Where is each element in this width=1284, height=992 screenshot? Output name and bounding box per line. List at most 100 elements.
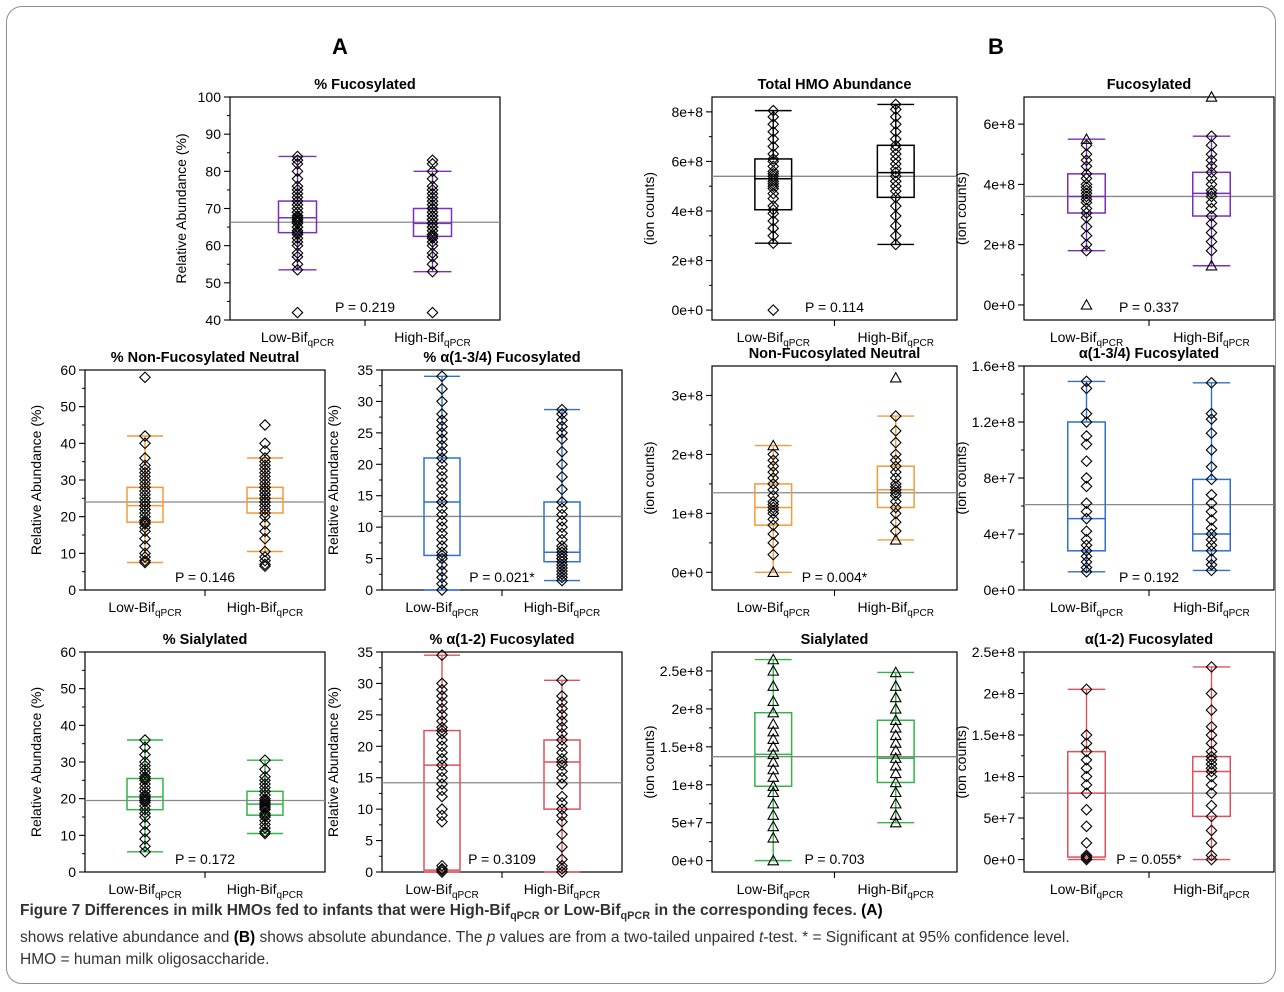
data-point: [1205, 770, 1218, 783]
data-point: [1080, 416, 1093, 428]
y-tick-label: 0e+0: [671, 564, 703, 580]
data-point: [767, 214, 780, 227]
caption-title-pre: Differences in milk HMOs fed to infants …: [84, 902, 511, 919]
data-point: [436, 784, 448, 797]
data-point: [436, 809, 448, 822]
data-point: [556, 840, 568, 853]
data-point: [767, 104, 780, 117]
data-point: [1205, 758, 1218, 771]
data-point: [436, 521, 448, 534]
data-point: [259, 754, 271, 767]
y-tick-label: 60: [205, 238, 221, 254]
data-point: [1205, 139, 1218, 152]
caption-sub-1: qPCR: [510, 910, 540, 923]
data-point: [436, 445, 448, 458]
data-point: [767, 200, 780, 213]
data-point: [139, 840, 151, 853]
data-point: [767, 148, 780, 160]
data-point: [556, 458, 568, 471]
y-axis-label: (ion counts): [953, 441, 969, 514]
box: [1067, 750, 1106, 858]
x-tick-label: Low-BifqPCR: [737, 881, 810, 901]
chart-title: % Fucosylated: [314, 77, 416, 93]
box: [1192, 171, 1231, 217]
group-1: High-BifqPCR: [1173, 660, 1250, 901]
y-tick-label: 4e+8: [983, 176, 1015, 192]
data-point: [556, 540, 568, 552]
data-point: [1205, 376, 1218, 389]
data-point: [436, 584, 448, 596]
data-point: [139, 845, 151, 858]
group-0: Low-BifqPCR: [737, 439, 810, 619]
data-point: [556, 778, 568, 790]
panel-label-b: B: [988, 34, 1004, 59]
chart-title: % α(1-2) Fucosylated: [429, 632, 574, 648]
chart-title: Total HMO Abundance: [758, 77, 912, 93]
group-1: High-BifqPCR: [227, 754, 303, 901]
data-point: [139, 516, 151, 529]
data-point: [767, 140, 780, 153]
data-point: [426, 258, 439, 271]
y-tick-label: 1e+8: [983, 769, 1015, 785]
chart-b1: Total HMO Abundance 0e+0 2e+8 4e+8 6e+8 8e+8 (…: [641, 77, 958, 349]
x-tick-label: Low-BifqPCR: [1050, 329, 1123, 349]
chart-title: Fucosylated: [1107, 77, 1192, 93]
y-tick-label: 10: [60, 827, 76, 843]
data-point: [889, 139, 902, 152]
group-0: Low-BifqPCR: [1050, 375, 1123, 619]
data-point: [889, 691, 902, 703]
y-tick-label: 20: [60, 791, 76, 807]
data-point: [767, 237, 780, 250]
data-point: [1080, 851, 1093, 864]
p-value: P = 0.004*: [802, 569, 868, 585]
data-point: [767, 725, 780, 737]
data-point: [889, 713, 902, 725]
data-point: [889, 533, 902, 545]
data-point: [291, 180, 304, 193]
data-point: [436, 864, 448, 877]
data-point: [889, 466, 902, 479]
data-point: [1080, 244, 1093, 257]
data-point: [436, 696, 448, 709]
data-point: [1080, 803, 1093, 816]
group-0: Low-BifqPCR: [405, 649, 479, 901]
y-tick-label: 5: [365, 551, 373, 567]
data-point: [767, 808, 780, 820]
caption-title-post: in the corresponding feces.: [650, 902, 857, 919]
data-point: [767, 854, 780, 866]
data-point: [1080, 298, 1093, 310]
data-point: [1080, 533, 1093, 546]
y-tick-label: 3e+8: [671, 387, 703, 403]
data-point: [139, 756, 151, 768]
data-point: [767, 177, 780, 190]
data-point: [436, 715, 448, 728]
y-tick-label: 100: [198, 89, 222, 105]
x-tick-label: High-BifqPCR: [394, 329, 470, 349]
y-tick-label: 60: [60, 362, 76, 378]
data-point: [556, 727, 568, 740]
data-point: [139, 734, 151, 746]
chart-title: α(1-3/4) Fucosylated: [1079, 346, 1219, 362]
data-point: [1080, 407, 1093, 420]
data-point: [1205, 564, 1218, 577]
data-point: [436, 746, 448, 759]
data-point: [436, 508, 448, 521]
group-0: Low-BifqPCR: [1050, 683, 1123, 901]
data-point: [767, 192, 780, 205]
y-tick-label: 5e+7: [671, 815, 703, 831]
data-point: [436, 439, 448, 452]
data-point: [1205, 849, 1218, 862]
data-point: [436, 649, 448, 662]
y-tick-label: 50: [60, 399, 76, 415]
data-point: [1080, 849, 1093, 862]
data-point: [767, 133, 780, 146]
y-tick-label: 2e+8: [983, 237, 1015, 253]
data-point: [556, 502, 568, 515]
data-point: [1080, 544, 1093, 557]
data-point: [556, 752, 568, 765]
data-point: [767, 222, 780, 235]
y-tick-label: 30: [357, 393, 373, 409]
data-point: [1080, 430, 1093, 442]
chart-b6: α(1-2) Fucosylated 0e+0 5e+7 1e+8 1.5e+8 2e+8…: [953, 632, 1275, 901]
data-point: [1205, 505, 1218, 518]
